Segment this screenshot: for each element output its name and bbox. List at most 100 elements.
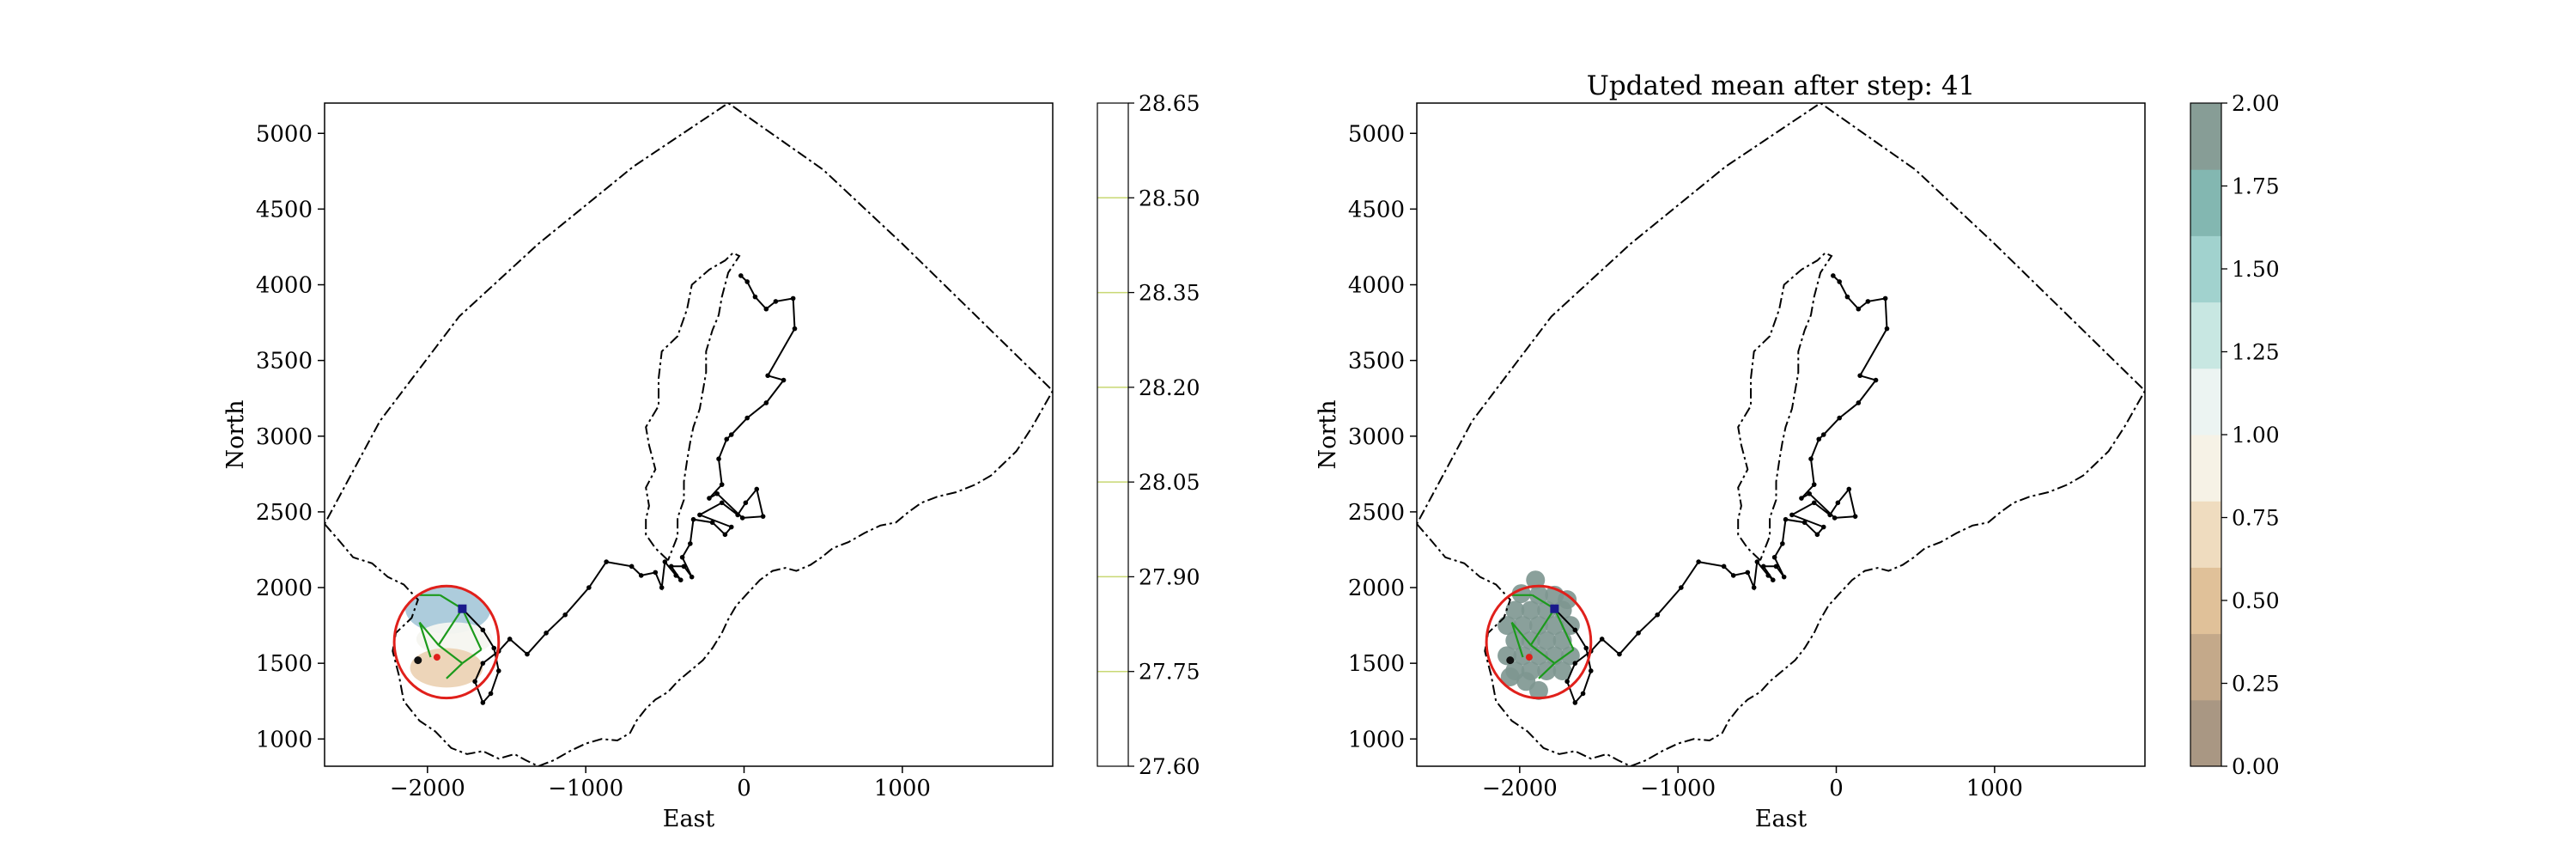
candidate-link <box>1538 662 1556 679</box>
y-tick-label: 4000 <box>1348 273 1405 299</box>
x-tick-label: −2000 <box>1482 776 1558 801</box>
sample-point <box>1537 631 1557 650</box>
contour-region-blue <box>405 586 491 634</box>
path-node <box>1730 573 1736 578</box>
path-node <box>1765 573 1771 578</box>
x-tick-label: −2000 <box>390 776 465 801</box>
path-node <box>1572 627 1578 633</box>
path-node <box>1751 585 1757 590</box>
path-node <box>763 306 769 312</box>
sample-point <box>1528 680 1548 700</box>
path-node <box>1882 295 1888 302</box>
path-node <box>1846 486 1852 492</box>
path-node <box>709 520 715 526</box>
x-axis-label: East <box>1755 806 1807 832</box>
colorbar-band <box>2190 368 2221 436</box>
path-node <box>488 691 494 697</box>
path-node <box>1655 612 1661 618</box>
inner-boundary <box>1737 252 1833 562</box>
path-node <box>697 512 702 518</box>
path-node <box>719 482 725 487</box>
path-node <box>1572 661 1578 666</box>
colorbar-tick-label: 28.05 <box>1139 470 1200 495</box>
path-node <box>1679 585 1684 590</box>
candidate-link <box>446 662 464 679</box>
x-tick-label: −1000 <box>1640 776 1716 801</box>
current-position-marker <box>1550 604 1559 613</box>
path-node <box>1770 577 1776 583</box>
path-node <box>659 585 665 590</box>
plot-area <box>325 103 1053 766</box>
plot-area <box>1417 103 2145 766</box>
path-node <box>728 524 734 530</box>
y-tick-label: 3500 <box>1348 349 1405 375</box>
y-tick-label: 5000 <box>1348 121 1405 147</box>
path-node <box>1835 500 1841 506</box>
path-node <box>677 577 683 583</box>
colorbar-band <box>2190 103 2221 170</box>
path-node <box>1760 564 1766 570</box>
y-tick-label: 3500 <box>256 349 313 375</box>
path-node <box>1844 294 1850 300</box>
x-tick-label: 1000 <box>1966 776 2023 801</box>
path-node <box>1588 668 1594 673</box>
path-node <box>544 631 549 636</box>
candidate-link <box>1553 649 1575 665</box>
path-node <box>480 661 486 666</box>
path-node <box>1837 415 1843 421</box>
path-node <box>792 326 798 332</box>
path-node <box>1827 512 1832 518</box>
path-node <box>1583 645 1589 651</box>
y-tick-label: 2500 <box>1348 500 1405 526</box>
colorbar-tick-label: 2.00 <box>2232 91 2280 116</box>
chart-title: Updated mean after step: 41 <box>1587 70 1976 101</box>
path-node <box>744 415 750 421</box>
sample-point <box>1498 616 1517 636</box>
sample-point <box>1528 646 1548 666</box>
colorbar-tick-label: 28.50 <box>1139 186 1200 210</box>
path-node <box>765 373 770 379</box>
path-node <box>1820 524 1826 530</box>
y-tick-label: 1500 <box>256 651 313 677</box>
path-node <box>662 559 668 564</box>
path-node <box>1636 631 1641 636</box>
path-node <box>1873 377 1879 383</box>
path-node <box>1816 436 1822 442</box>
path-node <box>773 299 779 304</box>
candidate-link <box>418 622 432 658</box>
colorbar-tick-label: 28.65 <box>1139 91 1200 116</box>
right-plot: −2000 −1000 0 1000 1000 1500 2000 2500 3000 3500 4… <box>1315 70 2146 832</box>
sample-point <box>1505 600 1525 620</box>
search-radius-circle <box>1485 584 1593 700</box>
colorbar-tick-label: 1.25 <box>2232 340 2280 365</box>
path-node <box>735 512 740 518</box>
y-tick-label: 2000 <box>1348 576 1405 601</box>
colorbar-tick-label: 0.75 <box>2232 506 2280 531</box>
path-node <box>1781 574 1787 580</box>
path-node <box>1580 691 1586 697</box>
path-node <box>1721 564 1727 570</box>
path-node <box>724 436 730 442</box>
path-node <box>673 573 679 578</box>
candidate-link <box>461 608 483 650</box>
path-node <box>1814 532 1820 538</box>
y-tick-label: 4000 <box>256 273 313 299</box>
contour-region-tan <box>410 648 483 688</box>
path-node <box>1572 700 1578 705</box>
colorbar-tick-label: 1.50 <box>2232 257 2280 282</box>
path-node <box>1807 490 1812 497</box>
y-tick-label: 3000 <box>1348 424 1405 450</box>
colorbar-frame <box>1097 102 1129 767</box>
path-node <box>1857 373 1862 379</box>
path-node <box>1799 496 1804 501</box>
path-node <box>763 400 769 405</box>
secondary-point <box>1525 654 1533 661</box>
trajectory-path <box>461 275 796 704</box>
path-node <box>1696 559 1701 564</box>
colorbar-band <box>2190 302 2221 369</box>
path-node <box>689 574 695 580</box>
path-node <box>722 532 728 538</box>
candidate-link <box>1510 622 1524 658</box>
path-node <box>1865 299 1871 304</box>
